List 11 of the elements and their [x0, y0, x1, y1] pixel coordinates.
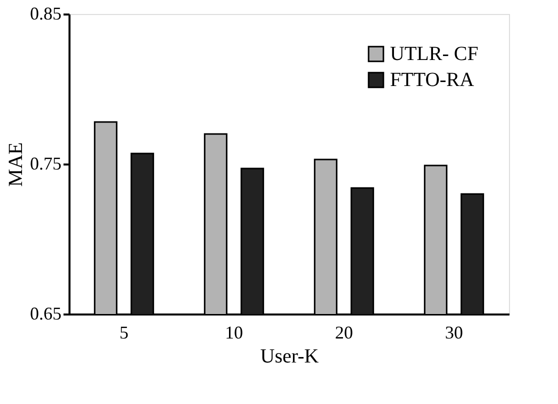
x-tick-label: 20: [335, 322, 353, 342]
x-tick-label: 30: [445, 322, 463, 342]
y-tick-label: 0.75: [30, 154, 62, 174]
y-tick-label: 0.85: [30, 4, 62, 24]
y-tick-label: 0.65: [30, 304, 62, 324]
x-tick-label: 10: [225, 322, 243, 342]
legend-label: FTTO-RA: [390, 69, 475, 91]
x-axis-title: User-K: [260, 346, 320, 368]
x-tick-label: 5: [120, 322, 128, 342]
y-axis-title: MAE: [5, 142, 27, 187]
legend-label: UTLR- CF: [390, 43, 478, 65]
